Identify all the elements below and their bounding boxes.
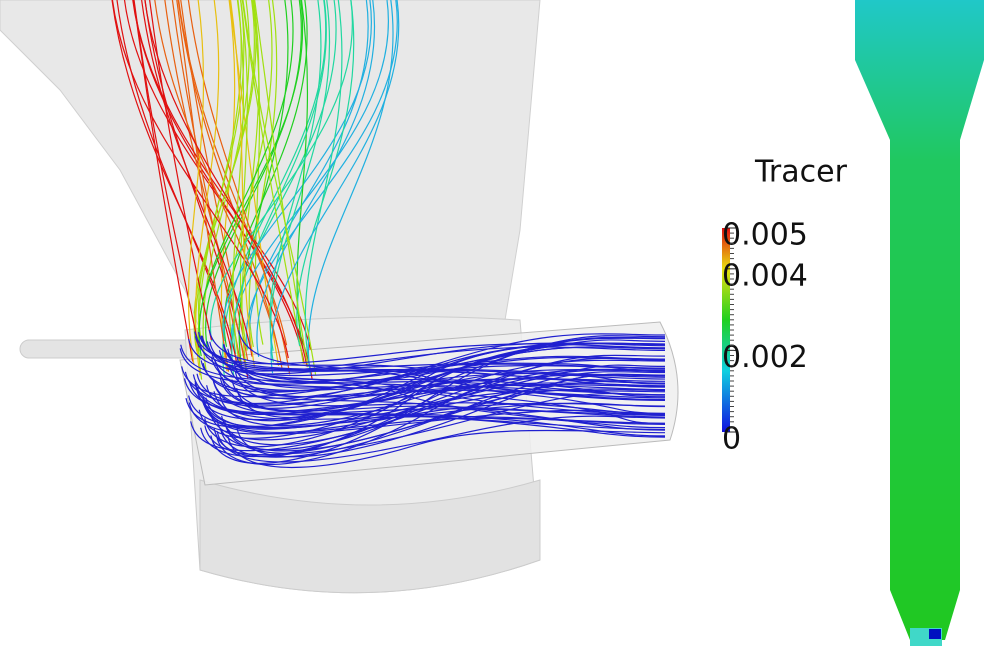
column-contour [855, 0, 984, 646]
vessel-geometry [0, 0, 678, 593]
visualization: Tracer 0.0050.0040.0020 [0, 0, 984, 648]
legend-tick-label: 0.004 [722, 258, 808, 293]
legend-tick-label: 0.005 [722, 218, 808, 253]
legend-tick-label: 0.002 [722, 340, 808, 375]
legend-title: Tracer [754, 155, 848, 190]
